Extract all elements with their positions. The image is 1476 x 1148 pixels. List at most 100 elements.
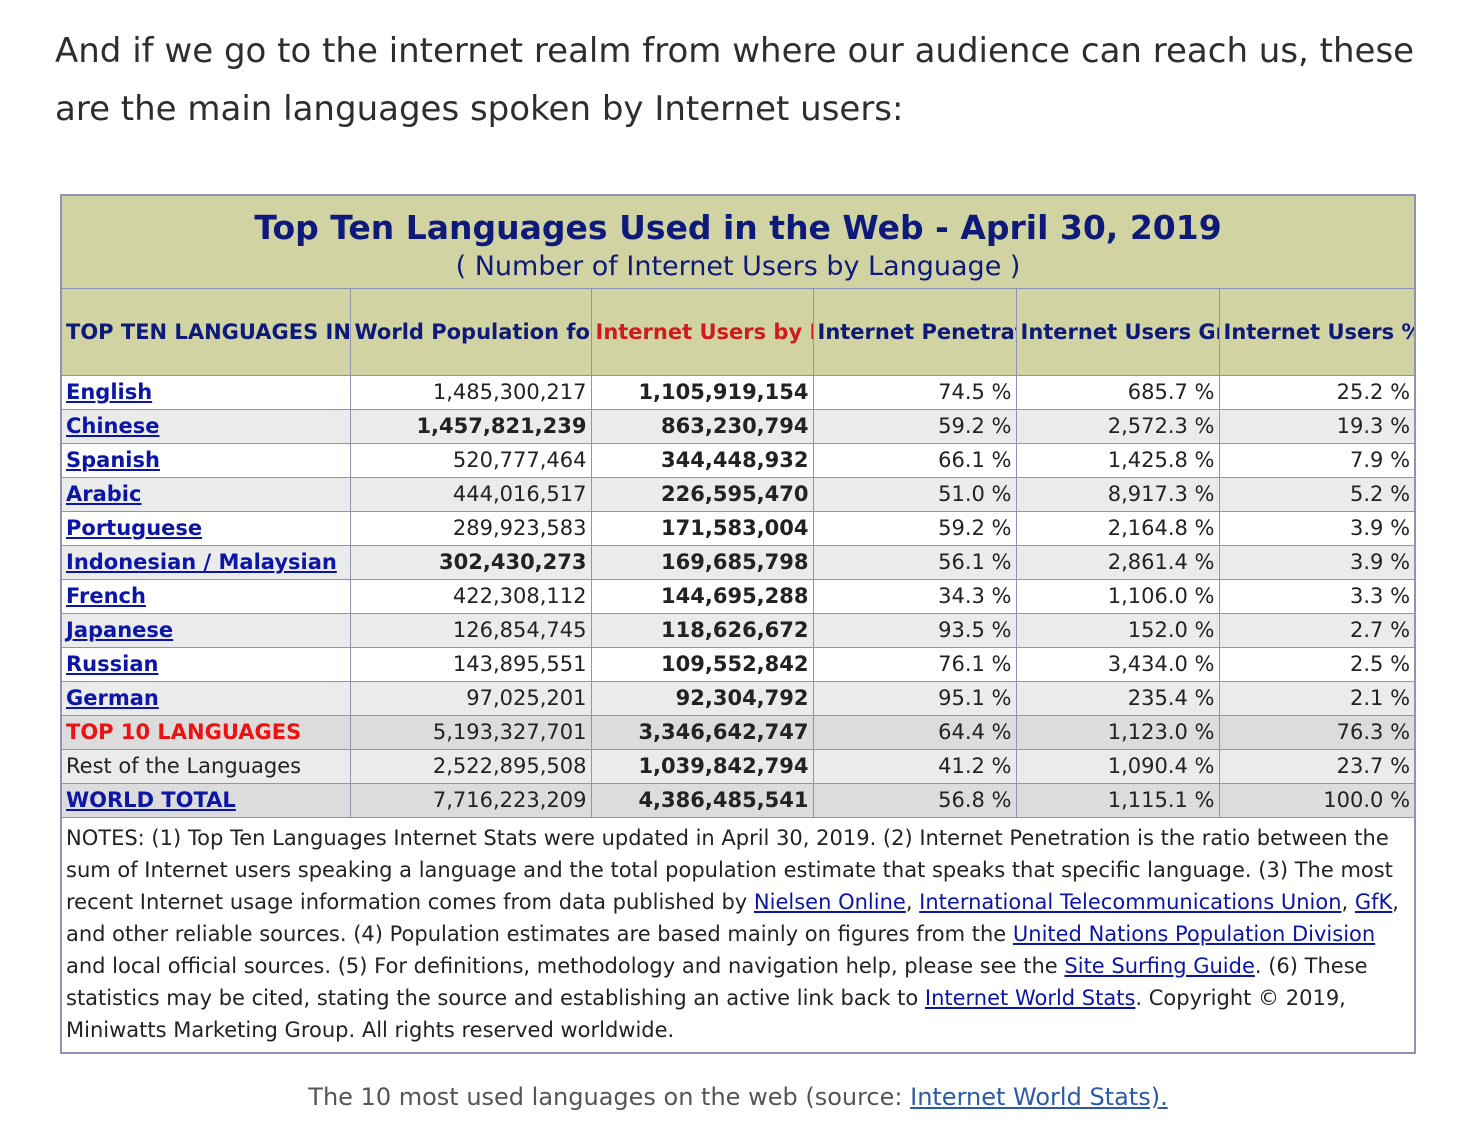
cell-growth: 2,164.8 % xyxy=(1015,511,1220,546)
language-link[interactable]: WORLD TOTAL xyxy=(60,783,351,818)
table-notes: NOTES: (1) Top Ten Languages Internet St… xyxy=(60,817,1416,1054)
language-link[interactable]: French xyxy=(60,579,351,614)
cell-population: 422,308,112 xyxy=(349,579,592,614)
language-link[interactable]: Arabic xyxy=(60,477,351,512)
notes-text: , xyxy=(1341,890,1355,914)
cell-internet-users: 4,386,485,541 xyxy=(590,783,814,818)
cell-internet-users: 863,230,794 xyxy=(590,409,814,444)
cell-population: 520,777,464 xyxy=(349,443,592,478)
cell-penetration: 59.2 % xyxy=(812,409,1017,444)
cell-language: Rest of the Languages xyxy=(60,749,351,784)
table-row: French 422,308,112 144,695,288 34.3 % 1,106.… xyxy=(60,579,1416,614)
cell-growth: 1,425.8 % xyxy=(1015,443,1220,478)
cell-world-share: 3.3 % xyxy=(1218,579,1416,614)
header-world-share: Internet Users % of World (Participation… xyxy=(1218,288,1416,376)
table-subtitle: ( Number of Internet Users by Language ) xyxy=(455,251,1021,282)
cell-penetration: 34.3 % xyxy=(812,579,1017,614)
header-penetration: Internet Penetration (% Population) xyxy=(812,288,1017,376)
table-row: WORLD TOTAL 7,716,223,209 4,386,485,541 56.… xyxy=(60,783,1416,818)
cell-penetration: 56.8 % xyxy=(812,783,1017,818)
cell-penetration: 74.5 % xyxy=(812,375,1017,410)
cell-penetration: 56.1 % xyxy=(812,545,1017,580)
table-row: Spanish 520,777,464 344,448,932 66.1 % 1,425… xyxy=(60,443,1416,478)
cell-penetration: 64.4 % xyxy=(812,715,1017,750)
cell-internet-users: 118,626,672 xyxy=(590,613,814,648)
cell-growth: 152.0 % xyxy=(1015,613,1220,648)
cell-world-share: 2.5 % xyxy=(1218,647,1416,682)
nielsen-link[interactable]: Nielsen Online xyxy=(753,890,906,914)
un-population-link[interactable]: United Nations Population Division xyxy=(1012,922,1376,946)
surfing-guide-link[interactable]: Site Surfing Guide xyxy=(1064,954,1255,978)
cell-population: 1,457,821,239 xyxy=(349,409,592,444)
cell-internet-users: 3,346,642,747 xyxy=(590,715,814,750)
cell-penetration: 95.1 % xyxy=(812,681,1017,716)
table-row: German 97,025,201 92,304,792 95.1 % 235.4 % 2… xyxy=(60,681,1416,716)
cell-growth: 685.7 % xyxy=(1015,375,1220,410)
cell-growth: 8,917.3 % xyxy=(1015,477,1220,512)
table-title: Top Ten Languages Used in the Web - Apri… xyxy=(254,208,1222,247)
language-link[interactable]: German xyxy=(60,681,351,716)
language-link[interactable]: Spanish xyxy=(60,443,351,478)
language-link[interactable]: Portuguese xyxy=(60,511,351,546)
cell-world-share: 2.1 % xyxy=(1218,681,1416,716)
cell-growth: 1,123.0 % xyxy=(1015,715,1220,750)
table-row: Russian 143,895,551 109,552,842 76.1 % 3,434… xyxy=(60,647,1416,682)
notes-text: , and other reliable sources. (4) Popula… xyxy=(66,890,1399,946)
cell-penetration: 93.5 % xyxy=(812,613,1017,648)
cell-internet-users: 1,039,842,794 xyxy=(590,749,814,784)
cell-world-share: 23.7 % xyxy=(1218,749,1416,784)
cell-population: 126,854,745 xyxy=(349,613,592,648)
languages-table: Top Ten Languages Used in the Web - Apri… xyxy=(60,194,1417,1054)
cell-world-share: 3.9 % xyxy=(1218,511,1416,546)
cell-internet-users: 92,304,792 xyxy=(590,681,814,716)
cell-penetration: 66.1 % xyxy=(812,443,1017,478)
notes-text: NOTES: (1) Top Ten Languages Internet St… xyxy=(66,826,1393,914)
language-link[interactable]: English xyxy=(60,375,351,410)
table-row: Portuguese 289,923,583 171,583,004 59.2 % 2,… xyxy=(60,511,1416,546)
cell-internet-users: 144,695,288 xyxy=(590,579,814,614)
header-row: TOP TEN LANGUAGES IN THE INTERNET World … xyxy=(60,288,1416,376)
table-title-cell: Top Ten Languages Used in the Web - Apri… xyxy=(60,194,1416,289)
language-link[interactable]: Russian xyxy=(60,647,351,682)
header-languages: TOP TEN LANGUAGES IN THE INTERNET xyxy=(60,288,351,376)
cell-population: 5,193,327,701 xyxy=(349,715,592,750)
language-link[interactable]: Japanese xyxy=(60,613,351,648)
table-row: Arabic 444,016,517 226,595,470 51.0 % 8,917.… xyxy=(60,477,1416,512)
notes-text: and local official sources. (5) For defi… xyxy=(66,954,1065,978)
cell-world-share: 5.2 % xyxy=(1218,477,1416,512)
language-link[interactable]: Indonesian / Malaysian xyxy=(60,545,351,580)
cell-growth: 1,106.0 % xyxy=(1015,579,1220,614)
cell-internet-users: 1,105,919,154 xyxy=(590,375,814,410)
cell-world-share: 76.3 % xyxy=(1218,715,1416,750)
header-growth: Internet Users Growth (2000 - 2019) xyxy=(1015,288,1220,376)
cell-population: 444,016,517 xyxy=(349,477,592,512)
cell-internet-users: 171,583,004 xyxy=(590,511,814,546)
cell-internet-users: 109,552,842 xyxy=(590,647,814,682)
cell-population: 7,716,223,209 xyxy=(349,783,592,818)
cell-population: 302,430,273 xyxy=(349,545,592,580)
table-row: Japanese 126,854,745 118,626,672 93.5 % 152.… xyxy=(60,613,1416,648)
header-internet-users: Internet Users by Language xyxy=(590,288,814,376)
notes-text: . (6) These statistics may be cited, sta… xyxy=(66,954,1368,1010)
languages-table-container: Top Ten Languages Used in the Web - Apri… xyxy=(60,194,1417,1054)
table-row: Rest of the Languages 2,522,895,508 1,039,… xyxy=(60,749,1416,784)
cell-world-share: 2.7 % xyxy=(1218,613,1416,648)
itu-link[interactable]: International Telecommunications Union xyxy=(919,890,1342,914)
figure-caption: The 10 most used languages on the web (s… xyxy=(0,1080,1476,1114)
internet-world-stats-link[interactable]: Internet World Stats xyxy=(924,986,1136,1010)
cell-population: 289,923,583 xyxy=(349,511,592,546)
notes-text: . Copyright © 2019, Miniwatts Marketing … xyxy=(66,986,1346,1042)
cell-world-share: 7.9 % xyxy=(1218,443,1416,478)
cell-growth: 2,572.3 % xyxy=(1015,409,1220,444)
cell-growth: 1,115.1 % xyxy=(1015,783,1220,818)
cell-penetration: 41.2 % xyxy=(812,749,1017,784)
gfk-link[interactable]: GfK xyxy=(1354,890,1393,914)
header-population: World Population for this Language (2019… xyxy=(349,288,592,376)
cell-penetration: 51.0 % xyxy=(812,477,1017,512)
cell-population: 2,522,895,508 xyxy=(349,749,592,784)
language-link[interactable]: Chinese xyxy=(60,409,351,444)
cell-growth: 1,090.4 % xyxy=(1015,749,1220,784)
cell-population: 143,895,551 xyxy=(349,647,592,682)
caption-source-link[interactable]: Internet World Stats). xyxy=(910,1083,1168,1111)
notes-text: , xyxy=(905,890,920,914)
